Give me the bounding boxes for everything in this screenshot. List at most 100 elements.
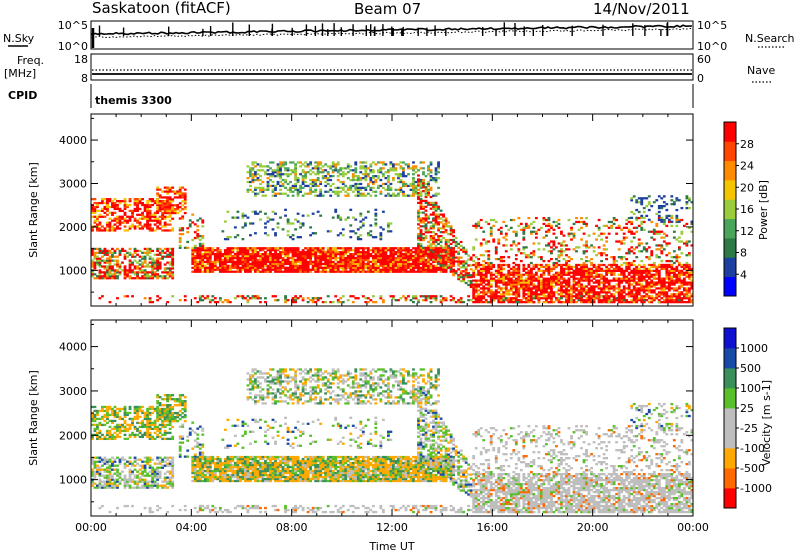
echo-cell [384, 268, 388, 271]
echo-cell [419, 203, 423, 206]
echo-cell [630, 291, 634, 294]
echo-cell [529, 271, 533, 274]
echo-cell [580, 291, 583, 294]
echo-cell [637, 287, 641, 290]
echo-cell [647, 256, 651, 259]
echo-cell [597, 263, 601, 267]
echo-cell [512, 287, 516, 290]
echo-cell [249, 249, 252, 252]
echo-cell [289, 222, 292, 225]
echo-cell [381, 264, 385, 267]
echo-cell [314, 270, 318, 273]
echo-cell [532, 226, 536, 229]
echo-cell [640, 250, 644, 253]
echo-cell [153, 271, 157, 274]
echo-cell [103, 215, 107, 218]
echo-cell [429, 264, 433, 267]
echo-cell [565, 289, 568, 292]
echo-cell [419, 258, 423, 262]
echo-cell [419, 251, 423, 254]
echo-cell [389, 230, 393, 233]
echo-cell [138, 263, 142, 266]
echo-cell [193, 231, 197, 234]
echo-cell [474, 222, 478, 226]
echo-cell [444, 260, 448, 264]
echo-cell [477, 271, 481, 274]
echo-cell [409, 266, 413, 269]
echo-cell [281, 266, 285, 269]
echo-cell [627, 279, 631, 282]
echo-cell [479, 287, 483, 290]
echo-cell [570, 265, 573, 269]
echo-cell [605, 277, 609, 280]
echo-cell [650, 299, 654, 302]
echo-cell [432, 225, 435, 228]
echo-cell [429, 238, 433, 242]
echo-cell [560, 269, 563, 272]
echo-cell [349, 258, 353, 262]
echo-cell [462, 248, 466, 251]
echo-cell [597, 267, 601, 271]
echo-cell [560, 277, 563, 280]
echo-cell [607, 287, 611, 290]
echo-cell [279, 163, 282, 166]
echo-cell [276, 299, 280, 302]
echo-cell [469, 285, 473, 289]
echo-cell [587, 295, 591, 298]
echo-cell [286, 167, 290, 170]
echo-cell [567, 248, 571, 251]
echo-cell [565, 261, 568, 265]
echo-cell [101, 215, 104, 218]
echo-cell [366, 173, 370, 176]
echo-cell [597, 269, 601, 272]
echo-cell [208, 270, 212, 273]
echo-cell [141, 255, 144, 258]
echo-cell [208, 299, 212, 302]
echo-cell [223, 238, 227, 241]
echo-cell [384, 182, 388, 186]
echo-cell [96, 201, 99, 205]
echo-cell [637, 224, 641, 228]
echo-cell [637, 263, 641, 267]
echo-cell [236, 234, 240, 237]
echo-cell [254, 161, 257, 164]
echo-cell [414, 260, 418, 264]
echo-cell [585, 277, 588, 280]
echo-cell [336, 169, 340, 172]
echo-cell [193, 223, 197, 226]
echo-cell [434, 297, 438, 300]
echo-cell [534, 287, 538, 290]
echo-cell [351, 184, 355, 188]
echo-cell [251, 163, 255, 166]
echo-cell [153, 219, 157, 222]
echo-cell [193, 256, 197, 260]
echo-cell [291, 297, 295, 300]
echo-cell [314, 253, 318, 256]
echo-cell [514, 271, 518, 274]
echo-cell [527, 293, 531, 296]
echo-cell [575, 301, 578, 304]
echo-cell [607, 267, 611, 271]
echo-cell [570, 228, 573, 231]
echo-cell [397, 253, 400, 256]
echo-cell [499, 295, 503, 298]
echo-cell [236, 253, 240, 256]
echo-cell [324, 180, 328, 184]
echo-cell [361, 173, 365, 176]
echo-cell [392, 163, 395, 166]
echo-cell [138, 267, 142, 270]
echo-cell [487, 291, 491, 294]
echo-cell [392, 194, 395, 197]
echo-cell [412, 180, 415, 184]
echo-cell [266, 173, 270, 176]
echo-cell [244, 268, 247, 271]
echo-cell [128, 225, 132, 228]
echo-cell [339, 270, 343, 273]
echo-cell [294, 301, 297, 304]
echo-cell [314, 165, 318, 168]
echo-cell [376, 266, 380, 269]
echo-cell [111, 267, 114, 270]
echo-cell [244, 262, 247, 266]
echo-cell [517, 287, 521, 290]
echo-cell [419, 197, 423, 201]
